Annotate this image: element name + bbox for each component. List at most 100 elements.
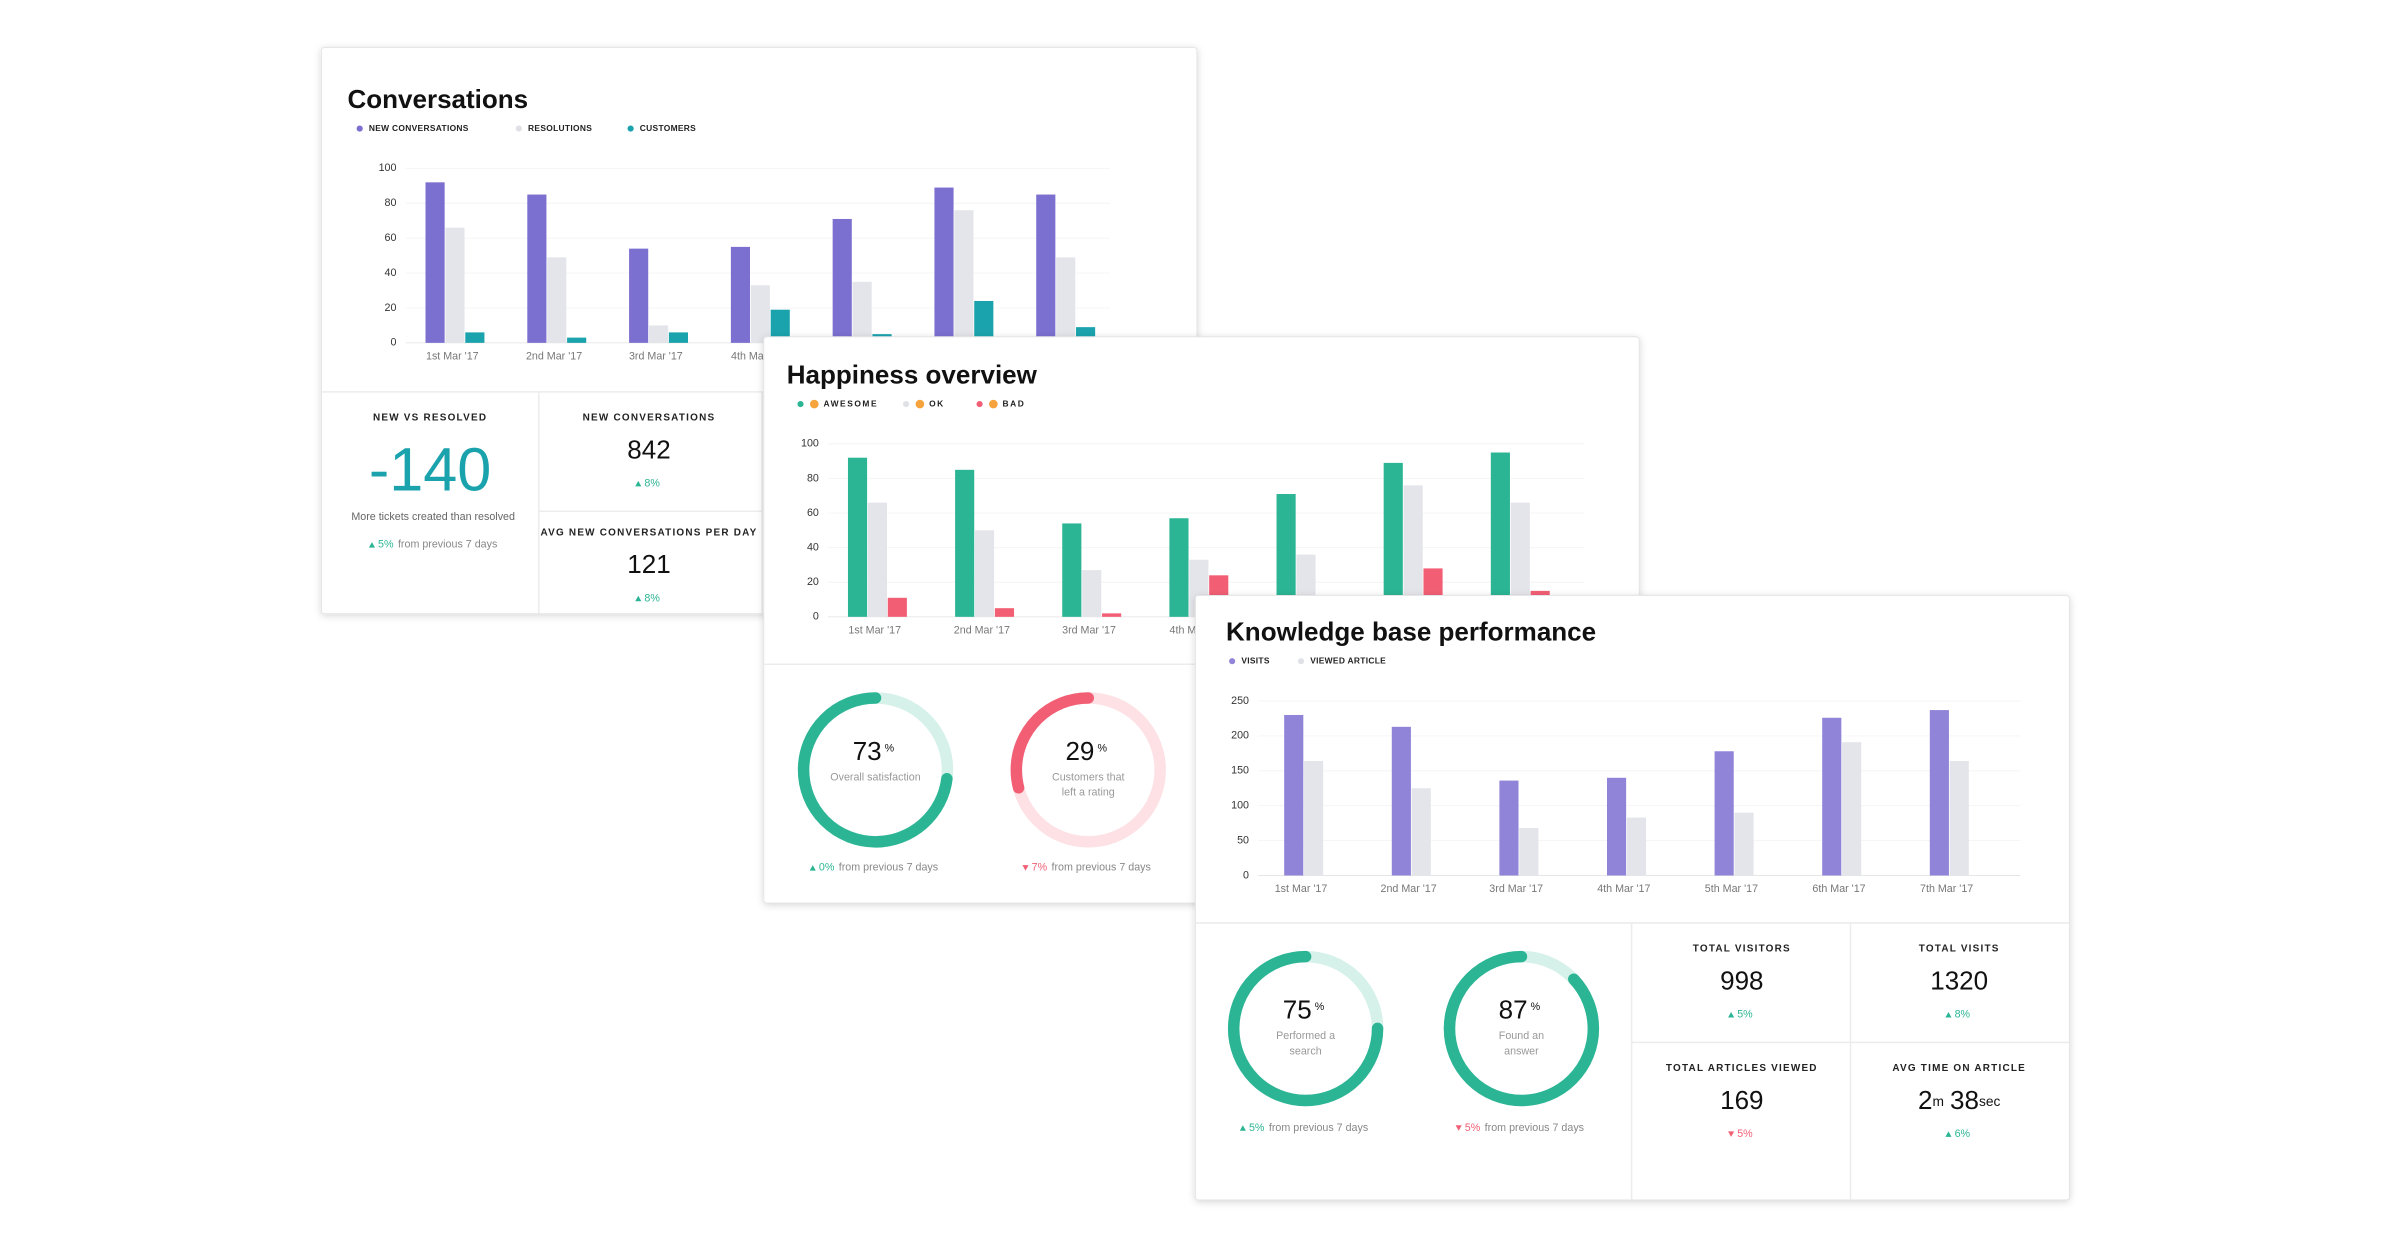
- bar: [1304, 761, 1324, 876]
- metric-label: AVG TIME ON ARTICLE: [1892, 1063, 2026, 1074]
- bar: [770, 309, 790, 343]
- metric-label: NEW CONVERSATIONS: [583, 412, 716, 423]
- y-tick-label: 100: [1231, 800, 1249, 812]
- bar: [1036, 194, 1056, 343]
- legend-dot: [1297, 658, 1305, 665]
- x-tick-label: 1st Mar '17: [1275, 883, 1328, 895]
- bar: [1499, 780, 1519, 876]
- bar: [668, 332, 689, 343]
- bar: [425, 182, 445, 343]
- bar: [1391, 726, 1411, 876]
- bar: [1822, 717, 1842, 876]
- bar: [954, 210, 974, 343]
- arrow-up: [635, 595, 642, 602]
- legend-dot: [515, 125, 522, 132]
- change-note: from previous 7 days: [839, 862, 938, 874]
- metric-value: 998: [1720, 966, 1763, 996]
- metric-value-part: 38: [1950, 1085, 1979, 1115]
- x-tick-label: 5th Mar '17: [1705, 883, 1758, 895]
- bar: [975, 530, 995, 617]
- x-tick-label: 2nd Mar '17: [954, 624, 1010, 636]
- legend-dot: [903, 401, 910, 408]
- change-value: 8%: [644, 477, 660, 489]
- bar: [1490, 452, 1510, 617]
- bar: [1411, 788, 1431, 876]
- bar: [1949, 761, 1969, 876]
- gauge-value: 29: [1065, 736, 1094, 766]
- y-tick-label: 0: [390, 337, 396, 349]
- bar: [648, 325, 669, 343]
- stat-value: -140: [369, 436, 492, 504]
- legend-label: VIEWED ARTICLE: [1310, 655, 1386, 665]
- y-tick-label: 40: [385, 267, 397, 279]
- legend-emoji: [810, 399, 819, 409]
- card-title: Conversations: [347, 84, 528, 114]
- arrow-up: [635, 480, 642, 487]
- change-value: 8%: [644, 592, 660, 604]
- bar: [1626, 817, 1647, 876]
- y-tick-label: 60: [385, 232, 397, 244]
- stat-caption: More tickets created than resolved: [351, 511, 515, 523]
- change-note: from previous 7 days: [1269, 1122, 1368, 1134]
- bar: [1062, 523, 1082, 617]
- x-tick-label: 6th Mar '17: [1812, 883, 1865, 895]
- bar: [1714, 751, 1734, 876]
- bar: [1383, 462, 1403, 617]
- y-tick-label: 150: [1231, 765, 1249, 777]
- y-tick-label: 50: [1237, 834, 1249, 846]
- gauge-caption: Performed a: [1276, 1030, 1335, 1042]
- metric-value: 1320: [1930, 966, 1988, 996]
- bar: [955, 469, 975, 617]
- legend-dot: [627, 125, 634, 132]
- y-tick-label: 0: [813, 611, 819, 623]
- metric-value: 169: [1720, 1085, 1763, 1115]
- metric-label: TOTAL ARTICLES VIEWED: [1666, 1063, 1818, 1074]
- legend-dot: [1229, 658, 1236, 665]
- legend-label: AWESOME: [823, 398, 878, 408]
- x-tick-label: 3rd Mar '17: [1062, 624, 1116, 636]
- bar: [1102, 613, 1122, 617]
- bar: [730, 246, 750, 343]
- x-tick-label: 3rd Mar '17: [1489, 883, 1543, 895]
- metric-value-part: m: [1932, 1094, 1943, 1109]
- y-tick-label: 20: [807, 576, 819, 588]
- x-tick-label: 7th Mar '17: [1920, 883, 1973, 895]
- y-tick-label: 20: [385, 302, 397, 314]
- metric-label: AVG NEW CONVERSATIONS PER DAY: [540, 527, 757, 538]
- y-tick-label: 60: [807, 507, 819, 519]
- arrow-down: [1728, 1131, 1735, 1137]
- arrow-up: [368, 542, 375, 548]
- gauge-arc: [1010, 692, 1166, 848]
- change-value: 7%: [1032, 862, 1048, 874]
- legend-dot: [356, 125, 363, 132]
- bar: [1929, 710, 1949, 876]
- arrow-down: [1455, 1125, 1462, 1131]
- change-value: 5%: [1249, 1122, 1265, 1134]
- arrow-up: [1728, 1012, 1735, 1018]
- arrow-up: [1239, 1125, 1246, 1131]
- bar: [934, 187, 954, 343]
- y-tick-label: 200: [1231, 730, 1249, 742]
- bar: [567, 337, 587, 343]
- arrow-down: [1022, 865, 1029, 871]
- legend-emoji: [915, 399, 925, 409]
- bar: [547, 257, 567, 343]
- metric-label: TOTAL VISITS: [1919, 944, 2000, 955]
- gauge-caption: search: [1290, 1045, 1322, 1057]
- gauge-arc: [1443, 950, 1600, 1107]
- legend-emoji: [989, 399, 998, 409]
- bar: [1734, 812, 1754, 876]
- bar: [1403, 485, 1423, 617]
- legend-label: CUSTOMERS: [640, 123, 696, 133]
- legend-dot: [797, 401, 804, 408]
- y-tick-label: 40: [807, 541, 819, 553]
- bar: [445, 227, 465, 343]
- bar: [1082, 570, 1102, 617]
- gauge-caption: left a rating: [1062, 787, 1115, 799]
- gauge-unit: %: [1531, 1001, 1541, 1013]
- gauge-unit: %: [885, 742, 895, 754]
- gauge-arc: [1227, 950, 1384, 1107]
- gauge-arc: [797, 692, 954, 848]
- gauge-caption: Found an: [1499, 1030, 1544, 1042]
